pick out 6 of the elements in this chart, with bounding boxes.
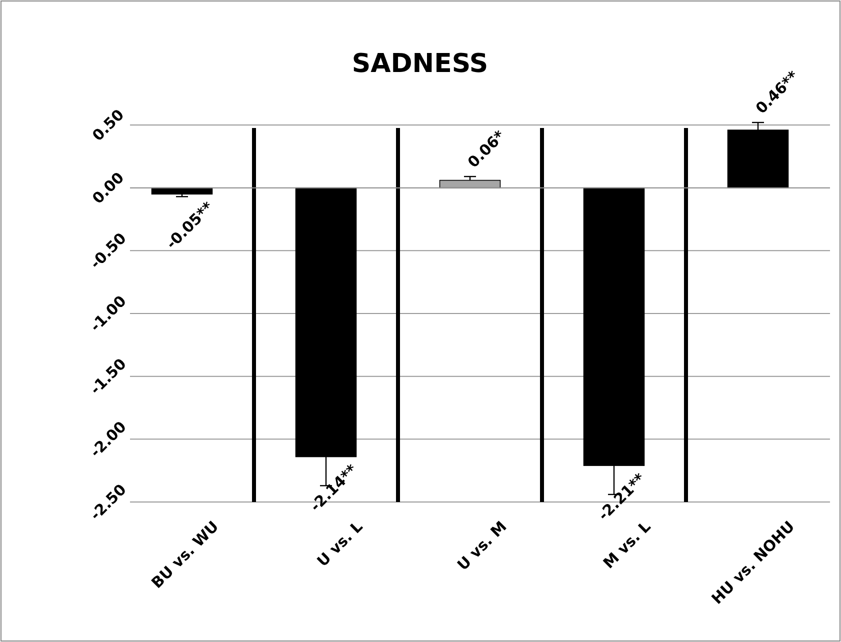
x-tick-label: BU vs. WU <box>148 518 222 592</box>
x-tick-label: U vs. M <box>454 518 510 574</box>
x-tick-label: M vs. L <box>600 517 655 572</box>
chart-title: SADNESS <box>352 49 488 79</box>
x-tick-label: U vs. L <box>314 517 367 570</box>
bar <box>439 180 501 188</box>
